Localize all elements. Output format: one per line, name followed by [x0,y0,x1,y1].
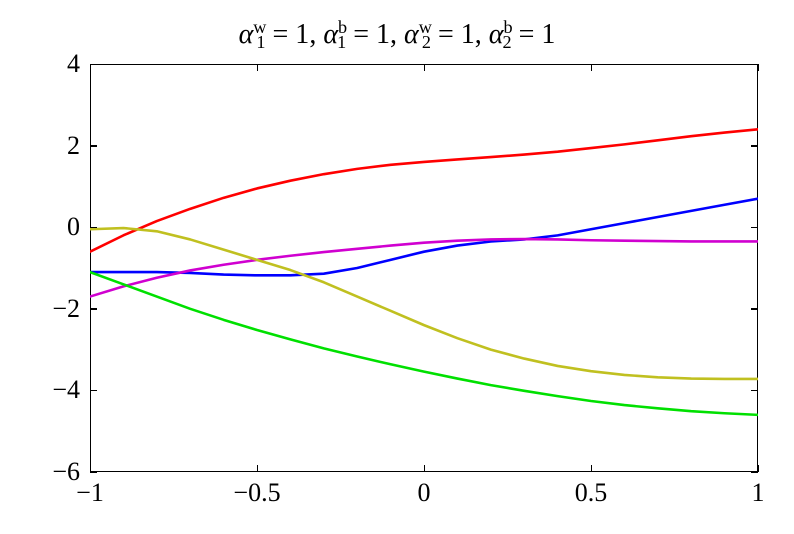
ytick-mark [751,308,758,310]
ytick-mark [90,472,97,474]
xtick-label: 0 [418,478,431,508]
ytick-mark [90,390,97,392]
series-green [90,272,758,415]
xtick-mark [424,64,426,71]
ytick-mark [751,145,758,147]
ytick-label: 2 [67,131,80,161]
ytick-mark [90,227,97,229]
xtick-mark [424,465,426,472]
xtick-label: 0.5 [575,478,608,508]
xtick-label: −1 [76,478,104,508]
series-magenta [90,239,758,297]
xtick-mark [90,64,92,71]
series-red [90,129,758,251]
xtick-mark [591,465,593,472]
ytick-mark [751,472,758,474]
ytick-mark [90,308,97,310]
ytick-label: −4 [52,375,80,405]
ytick-label: −2 [52,294,80,324]
ytick-mark [751,64,758,66]
xtick-label: 1 [752,478,765,508]
ytick-label: −6 [52,457,80,487]
ytick-mark [90,64,97,66]
xtick-mark [758,64,760,71]
ytick-mark [90,145,97,147]
chart-container: αw1 = 1, αb1 = 1, αw2 = 1, αb2 = 1 −1−0.… [0,0,794,534]
ytick-label: 0 [67,212,80,242]
ytick-mark [751,390,758,392]
ytick-label: 4 [67,49,80,79]
xtick-label: −0.5 [233,478,280,508]
xtick-mark [257,465,259,472]
ytick-mark [751,227,758,229]
xtick-mark [257,64,259,71]
xtick-mark [591,64,593,71]
curves-svg [0,0,794,534]
